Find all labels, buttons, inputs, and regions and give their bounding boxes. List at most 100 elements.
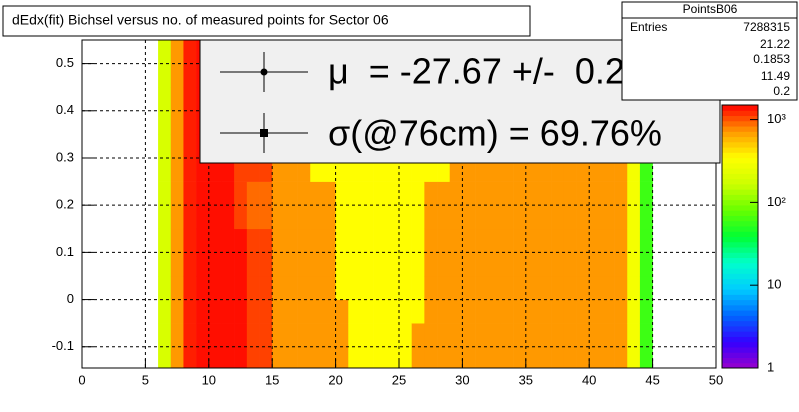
cell (639, 299, 653, 324)
cell (513, 252, 527, 277)
cell (310, 299, 324, 324)
cell (335, 346, 349, 368)
cell (183, 323, 197, 348)
cell (246, 323, 260, 348)
cell (551, 323, 565, 348)
z-tick-label: 10² (767, 194, 786, 209)
palette-swatch (722, 236, 758, 243)
cell (525, 228, 539, 253)
cell (310, 181, 324, 206)
cell (424, 228, 438, 253)
cell (246, 346, 260, 368)
cell (221, 346, 235, 368)
palette-swatch (722, 310, 758, 316)
cell (170, 275, 184, 300)
cell (246, 181, 260, 206)
x-tick-label: 30 (455, 372, 469, 387)
cell (538, 181, 552, 206)
cell (386, 323, 400, 348)
cell (525, 252, 539, 277)
cell (437, 228, 451, 253)
cell (538, 205, 552, 230)
cell (246, 299, 260, 324)
cell (627, 228, 641, 253)
cell (424, 252, 438, 277)
cell (183, 228, 197, 253)
palette-swatch (722, 252, 758, 259)
cell (411, 252, 425, 277)
cell (183, 275, 197, 300)
cell (399, 275, 412, 300)
palette-swatch (722, 247, 758, 253)
cell (234, 275, 248, 300)
cell (196, 299, 210, 324)
cell (639, 181, 653, 206)
cell (462, 157, 476, 182)
cell (386, 346, 400, 368)
cell (475, 205, 489, 230)
cell (538, 228, 552, 253)
cell (500, 299, 514, 324)
cell (627, 181, 641, 206)
cell (487, 252, 501, 277)
stats-value: 21.22 (760, 37, 790, 51)
cell (284, 181, 298, 206)
cell (399, 346, 412, 368)
cell (196, 181, 210, 206)
y-tick-label: 0.5 (56, 55, 74, 70)
cell (272, 252, 286, 277)
cell (360, 252, 374, 277)
cell (563, 228, 577, 253)
cell (487, 228, 501, 253)
cell (335, 157, 349, 182)
cell (437, 346, 451, 368)
cell (259, 275, 273, 300)
cell (183, 252, 197, 277)
cell (500, 323, 514, 348)
cell (411, 205, 425, 230)
cell (360, 346, 374, 368)
cell (411, 228, 425, 253)
cell (563, 157, 577, 182)
cell (170, 299, 184, 324)
cell (601, 157, 615, 182)
cell (487, 181, 501, 206)
palette-swatch (722, 346, 758, 353)
cell (221, 157, 235, 182)
cell (627, 205, 641, 230)
cell (234, 346, 248, 368)
cell (284, 157, 298, 182)
palette-swatch (722, 283, 758, 290)
cell (525, 181, 539, 206)
cell (525, 346, 539, 368)
cell (158, 134, 172, 159)
cell (170, 134, 184, 159)
palette-swatch (722, 178, 758, 185)
cell (551, 205, 565, 230)
palette-frame (721, 104, 759, 369)
x-tick-label: 35 (519, 372, 533, 387)
cell (462, 228, 476, 253)
cell (601, 275, 615, 300)
cell (170, 40, 184, 64)
cell (221, 299, 235, 324)
cell (601, 323, 615, 348)
palette-swatch (722, 157, 758, 164)
cell (576, 205, 590, 230)
title-frame (2, 5, 531, 37)
palette-swatch (722, 183, 758, 190)
stats-value: 0.1853 (753, 52, 790, 66)
cell (551, 181, 565, 206)
cell (373, 252, 387, 277)
cell (576, 252, 590, 277)
cell (196, 275, 210, 300)
cell (158, 205, 172, 230)
palette-swatch (722, 162, 758, 169)
cell (500, 275, 514, 300)
cell (589, 323, 603, 348)
x-tick-label: 40 (582, 372, 596, 387)
cell (513, 205, 527, 230)
cell (297, 346, 311, 368)
cell (639, 205, 653, 230)
cell (563, 252, 577, 277)
